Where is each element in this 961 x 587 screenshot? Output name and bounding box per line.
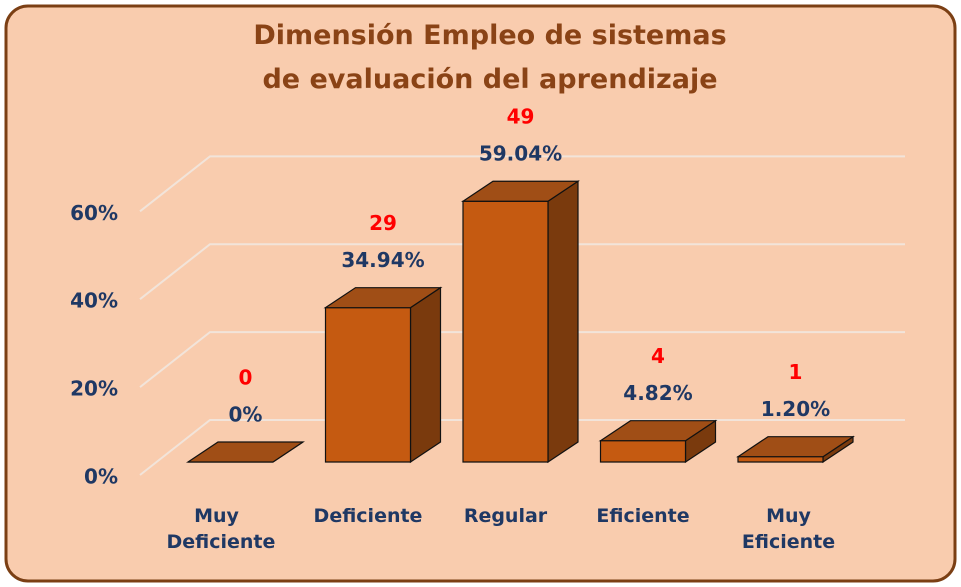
bar-front xyxy=(462,200,549,463)
bar xyxy=(461,180,580,464)
grid-line xyxy=(139,331,905,388)
grid-line xyxy=(139,419,905,476)
y-tick-label: 20% xyxy=(70,377,118,401)
y-tick-label: 0% xyxy=(84,465,118,489)
count-label: 49 xyxy=(507,105,535,129)
value-label: 4.82% xyxy=(623,381,692,405)
value-label: 1.20% xyxy=(761,397,830,421)
bar-top xyxy=(186,441,305,463)
x-tick-label: Muy Deficiente xyxy=(166,505,276,553)
bar-side xyxy=(409,286,442,464)
bar xyxy=(736,435,855,464)
grid-line xyxy=(139,155,905,213)
value-label: 0% xyxy=(229,403,263,427)
count-label: 29 xyxy=(369,211,397,235)
bar-top xyxy=(598,420,718,442)
chart-title: Dimensión Empleo de sistemas de evaluaci… xyxy=(253,20,727,95)
bar-top xyxy=(323,287,443,309)
x-tick-label: Regular xyxy=(463,505,548,527)
x-tick-label: Deficiente xyxy=(313,505,423,527)
count-label: 1 xyxy=(789,360,803,384)
bar-top xyxy=(461,180,580,202)
bar-side xyxy=(547,180,579,464)
bar-front xyxy=(737,456,824,463)
count-label: 4 xyxy=(651,344,665,368)
bar xyxy=(323,286,443,464)
x-tick-label: Muy Eficiente xyxy=(741,505,836,553)
bar-front xyxy=(599,440,687,463)
count-label: 0 xyxy=(239,366,253,390)
grid-line xyxy=(139,243,905,301)
y-tick-label: 60% xyxy=(70,201,118,225)
x-tick-label: Eficiente xyxy=(596,505,690,527)
bar xyxy=(186,441,305,463)
bar-top xyxy=(736,436,855,458)
bar-front xyxy=(324,307,412,463)
value-label: 34.94% xyxy=(341,248,424,272)
bar xyxy=(598,419,718,464)
value-label: 59.04% xyxy=(479,142,562,166)
y-tick-label: 40% xyxy=(70,289,118,313)
